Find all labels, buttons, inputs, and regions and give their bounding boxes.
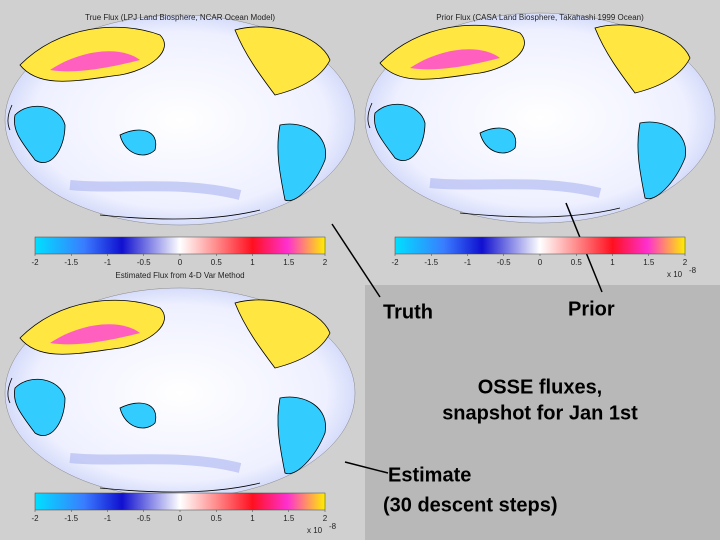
- colorbar-tick-label: -0.5: [137, 514, 151, 523]
- osse-label: snapshot for Jan 1st: [442, 402, 638, 424]
- colorbar-tick-label: -0.5: [497, 258, 511, 267]
- arrow: [344, 461, 389, 474]
- colorbar-scale-exponent: -8: [329, 522, 337, 531]
- estimated-flux-map: [5, 288, 355, 498]
- colorbar-tick-label: 1.5: [283, 258, 295, 267]
- colorbar-scale: x 10: [307, 526, 323, 535]
- prior-flux-map: [365, 13, 715, 223]
- colorbar-tick-label: -1.5: [424, 258, 438, 267]
- map-title: True Flux (LPJ Land Biosphere, NCAR Ocea…: [85, 13, 275, 22]
- colorbar-tick-label: -2: [31, 514, 39, 523]
- true-flux-map: [5, 15, 355, 225]
- colorbar-tick-label: 0.5: [211, 514, 223, 523]
- colorbar-tick-label: 0.5: [211, 258, 223, 267]
- colorbar-tick-label: 1: [250, 258, 255, 267]
- colorbar-tick-label: 1.5: [283, 514, 295, 523]
- colorbar-tick-label: 0.5: [571, 258, 583, 267]
- colorbar-tick-label: 1.5: [643, 258, 655, 267]
- colorbar-tick-label: 2: [323, 514, 328, 523]
- colorbar-tick-label: 2: [323, 258, 328, 267]
- colorbar-tick-label: -1: [104, 514, 112, 523]
- colorbar-tick-label: -1.5: [64, 258, 78, 267]
- colorbar-scale: x 10: [667, 270, 683, 279]
- colorbar-tick-label: -1.5: [64, 514, 78, 523]
- arrow: [331, 223, 381, 298]
- map-title: Prior Flux (CASA Land Biosphere, Takahas…: [436, 13, 644, 22]
- colorbar: [394, 236, 686, 255]
- colorbar-scale-exponent: -8: [689, 266, 697, 275]
- colorbar-tick-label: 0: [178, 258, 183, 267]
- truth-label: Truth: [383, 301, 433, 323]
- colorbar-tick-label: -1: [104, 258, 112, 267]
- colorbar-tick-label: -2: [391, 258, 399, 267]
- colorbar-tick-label: 0: [538, 258, 543, 267]
- colorbar-tick-label: -1: [464, 258, 472, 267]
- text-area: [365, 285, 720, 540]
- colorbar-tick-label: 1: [250, 514, 255, 523]
- colorbar-tick-label: 1: [610, 258, 615, 267]
- prior-label: Prior: [568, 298, 615, 320]
- colorbar-tick-label: 2: [683, 258, 688, 267]
- estimate-label: Estimate: [388, 464, 471, 486]
- map-title: Estimated Flux from 4-D Var Method: [115, 271, 244, 280]
- osse-label: OSSE fluxes,: [478, 376, 603, 398]
- estimate-label: (30 descent steps): [383, 494, 558, 516]
- colorbar-tick-label: -2: [31, 258, 39, 267]
- colorbar: [34, 492, 326, 511]
- colorbar: [34, 236, 326, 255]
- colorbar-tick-label: -0.5: [137, 258, 151, 267]
- colorbar-tick-label: 0: [178, 514, 183, 523]
